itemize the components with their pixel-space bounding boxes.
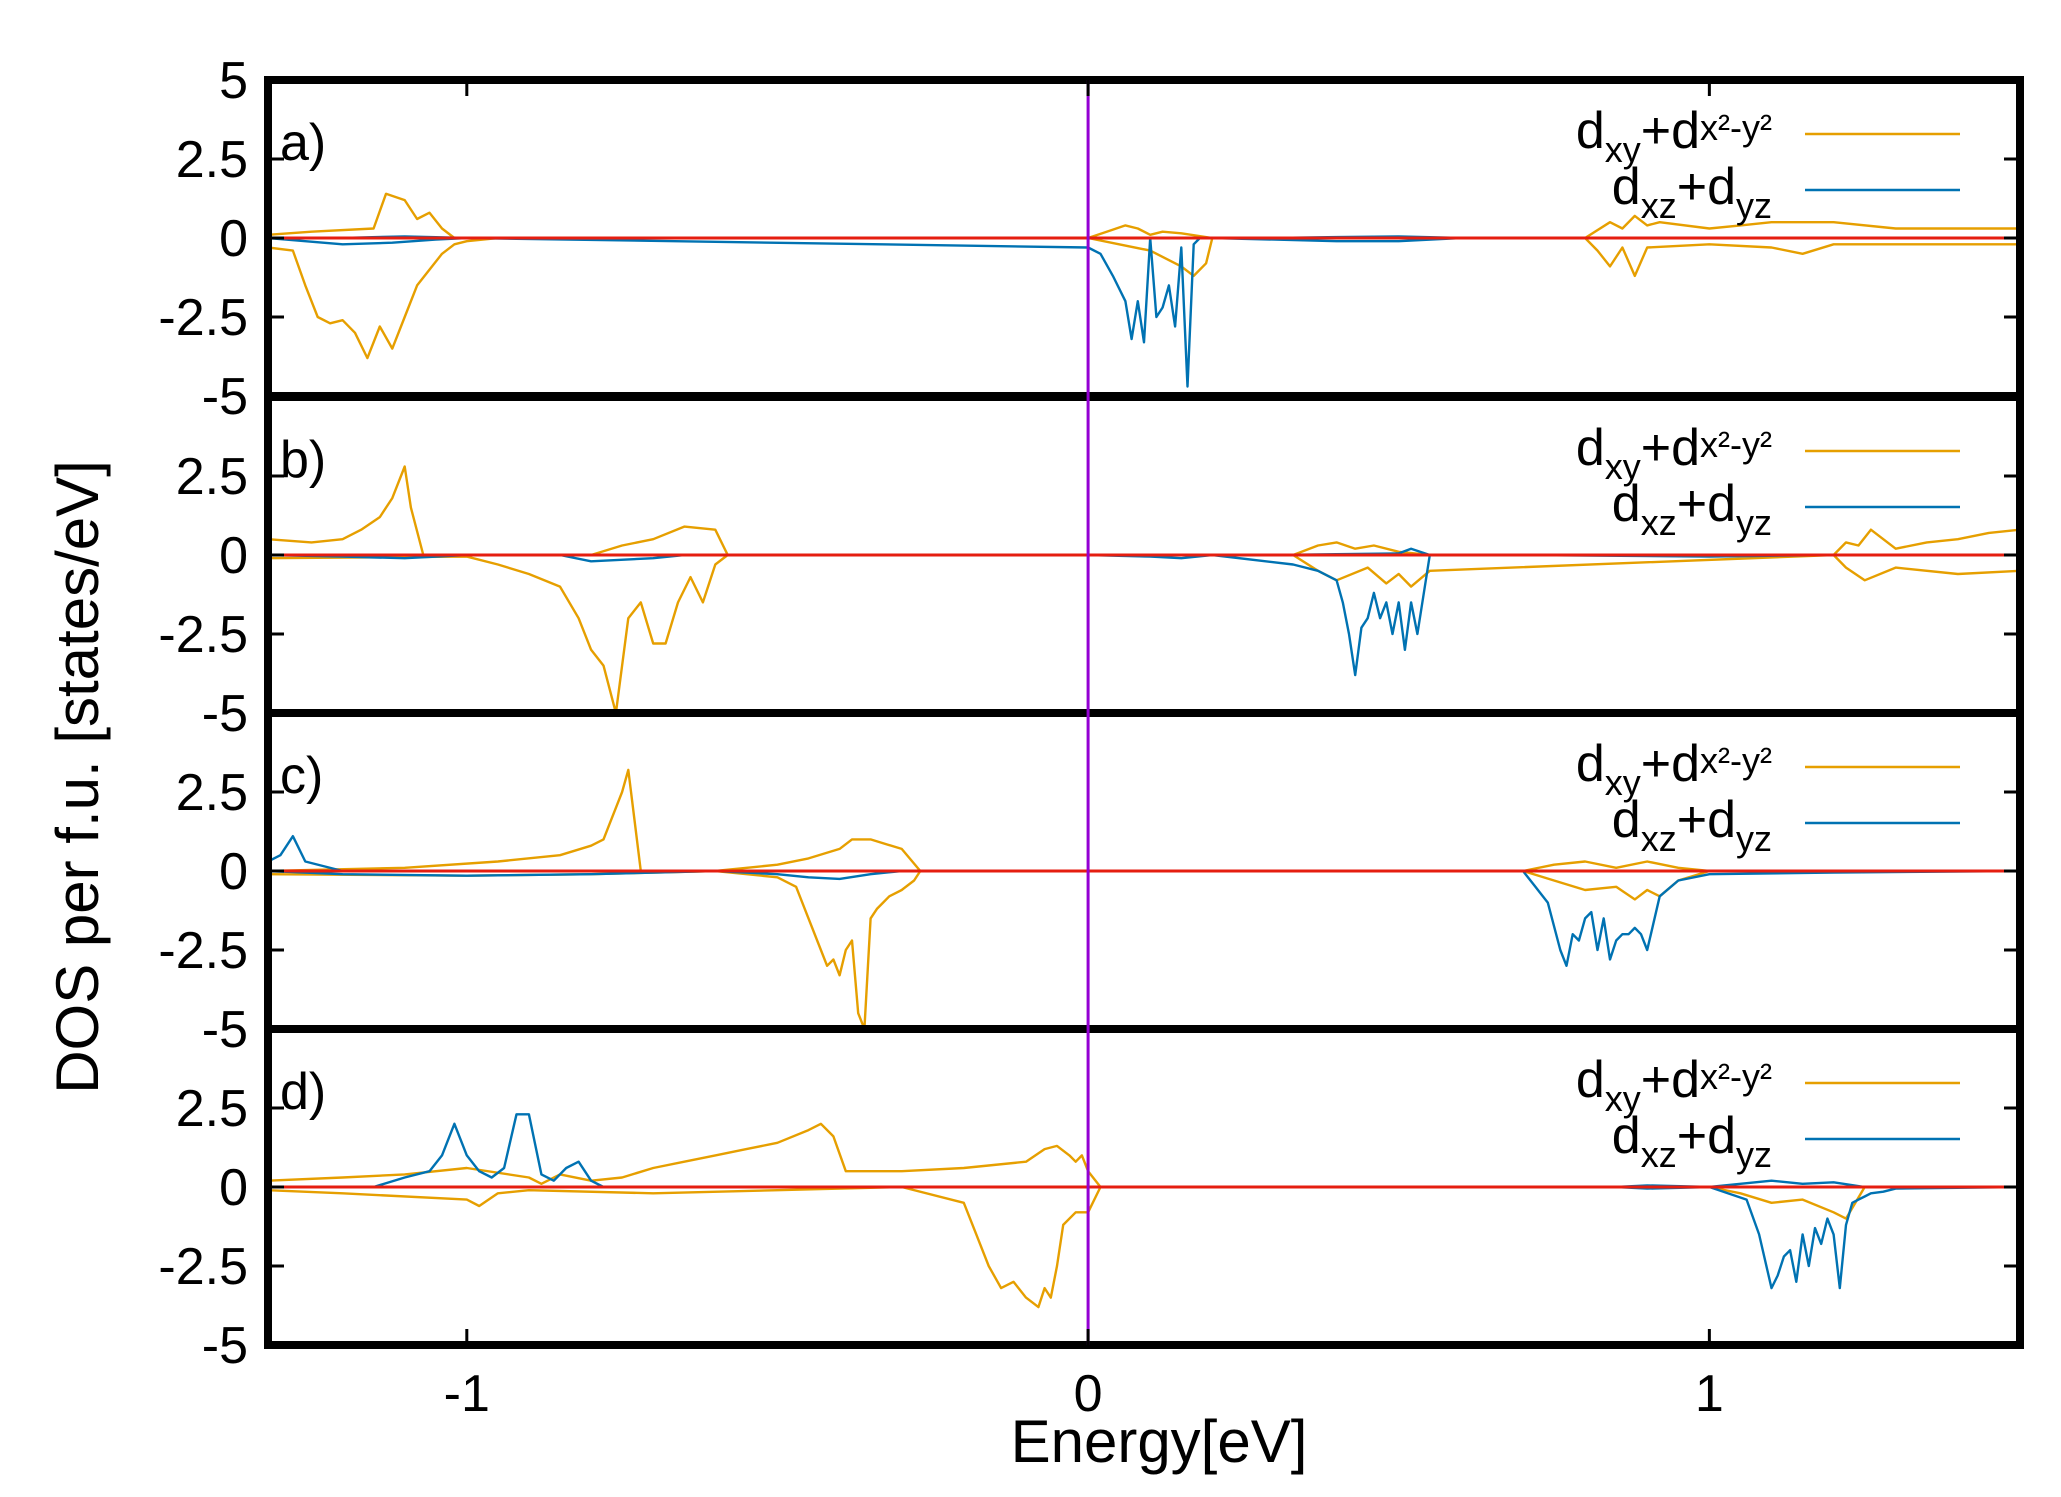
y-tick-label: 0: [219, 843, 248, 901]
y-tick-label: 0: [219, 210, 248, 268]
y-tick-label: -2.5: [158, 289, 248, 347]
legend-sub-2: yz: [1736, 502, 1772, 543]
legend-label-dxz-dyz: dxz+dyz: [1612, 791, 1772, 859]
legend-main: d: [1612, 475, 1641, 533]
series-line-dxy-dx2y2-up: [268, 1122, 1102, 1188]
panels-layer: 52.50-2.5-5a) dxy+dx²-y²dxz+dyz2.50-2.5-5…: [158, 52, 2024, 1375]
y-tick-label: 2.5: [176, 448, 248, 506]
legend-plus: +d: [1641, 102, 1700, 160]
series-line-dxy-dx2y2-up: [268, 192, 2020, 240]
y-tick-label: 0: [219, 527, 248, 585]
legend-main: d: [1612, 158, 1641, 216]
series-line-dxy-dx2y2-down: [268, 553, 2020, 713]
x-axis-title: Energy[eV]: [1011, 1408, 1308, 1475]
y-tick-label: 2.5: [176, 131, 248, 189]
legend-sub-2: yz: [1736, 1134, 1772, 1175]
legend-label-dxz-dyz: dxz+dyz: [1612, 1107, 1772, 1175]
legend-label-dxz-dyz: dxz+dyz: [1612, 158, 1772, 226]
panel-label: b): [280, 431, 326, 489]
legend-sub-1: xy: [1605, 762, 1641, 803]
legend-sub-1: xz: [1641, 818, 1677, 859]
y-tick-label: -2.5: [158, 922, 248, 980]
legend-sub-1: xz: [1641, 502, 1677, 543]
legend-plus: +d: [1677, 1107, 1736, 1165]
panel-label: a): [280, 114, 326, 172]
legend-sub-2: x²-y²: [1700, 1056, 1772, 1097]
panel-plot-area: [268, 1113, 2020, 1309]
series-line-dxy-dx2y2-up: [268, 768, 1710, 873]
y-tick-label: 2.5: [176, 1080, 248, 1138]
series-line-dxz-dyz-down: [268, 553, 2020, 677]
legend-plus: +d: [1677, 791, 1736, 849]
axes-layer: -1 0 1: [444, 80, 1724, 1423]
y-tick-label: -5: [202, 1001, 248, 1059]
legend-main: d: [1576, 735, 1605, 793]
series-line-dxy-dx2y2-down: [268, 236, 2020, 360]
legend-sub-1: xz: [1641, 1134, 1677, 1175]
y-tick-label: -5: [202, 368, 248, 426]
y-tick-label: 0: [219, 1159, 248, 1217]
legend-sub-2: x²-y²: [1700, 424, 1772, 465]
legend-plus: +d: [1641, 419, 1700, 477]
panel-plot-area: [268, 768, 2020, 1029]
legend-label-dxz-dyz: dxz+dyz: [1612, 475, 1772, 543]
legend-label-dxy-dx2y2: dxy+dx²-y²: [1576, 102, 1772, 170]
legend-main: d: [1576, 102, 1605, 160]
series-line-dxy-dx2y2-down: [268, 869, 1710, 1029]
y-axis-title: DOS per f.u. [states/eV]: [44, 460, 111, 1094]
y-tick-label: 5: [219, 52, 248, 110]
legend-sub-2: yz: [1736, 185, 1772, 226]
series-line-dxz-dyz-down: [268, 1185, 2020, 1290]
legend-main: d: [1612, 791, 1641, 849]
legend-sub-2: x²-y²: [1700, 107, 1772, 148]
y-tick-label: -2.5: [158, 606, 248, 664]
legend-plus: +d: [1677, 475, 1736, 533]
legend-sub-1: xy: [1605, 129, 1641, 170]
x-tick-label: 1: [1695, 1365, 1724, 1423]
legend-plus: +d: [1641, 735, 1700, 793]
legend-sub-2: yz: [1736, 818, 1772, 859]
legend-label-dxy-dx2y2: dxy+dx²-y²: [1576, 1051, 1772, 1119]
legend-plus: +d: [1641, 1051, 1700, 1109]
legend-main: d: [1576, 419, 1605, 477]
legend-label-dxy-dx2y2: dxy+dx²-y²: [1576, 735, 1772, 803]
y-tick-label: -5: [202, 685, 248, 743]
x-tick-label: 0: [1074, 1365, 1103, 1423]
y-tick-label: -2.5: [158, 1238, 248, 1296]
panel-plot-area: [268, 465, 2020, 713]
y-tick-label: 2.5: [176, 764, 248, 822]
series-line-dxz-dyz-down: [268, 236, 2020, 388]
series-line-dxy-dx2y2-down: [268, 1185, 1866, 1309]
panel-plot-area: [268, 192, 2020, 388]
y-tick-label: -5: [202, 1317, 248, 1375]
series-line-dxz-dyz-up: [268, 1113, 2020, 1189]
legend-sub-1: xy: [1605, 446, 1641, 487]
legend-main: d: [1612, 1107, 1641, 1165]
panel-frame: [264, 1025, 2024, 1349]
legend-sub-2: x²-y²: [1700, 740, 1772, 781]
panel-label: d): [280, 1063, 326, 1121]
legend-label-dxy-dx2y2: dxy+dx²-y²: [1576, 419, 1772, 487]
x-tick-label: -1: [444, 1365, 490, 1423]
series-line-dxz-dyz-down: [268, 869, 2020, 967]
legend-plus: +d: [1677, 158, 1736, 216]
legend-main: d: [1576, 1051, 1605, 1109]
legend-sub-1: xz: [1641, 185, 1677, 226]
legend-sub-1: xy: [1605, 1078, 1641, 1119]
panel-label: c): [280, 747, 323, 805]
